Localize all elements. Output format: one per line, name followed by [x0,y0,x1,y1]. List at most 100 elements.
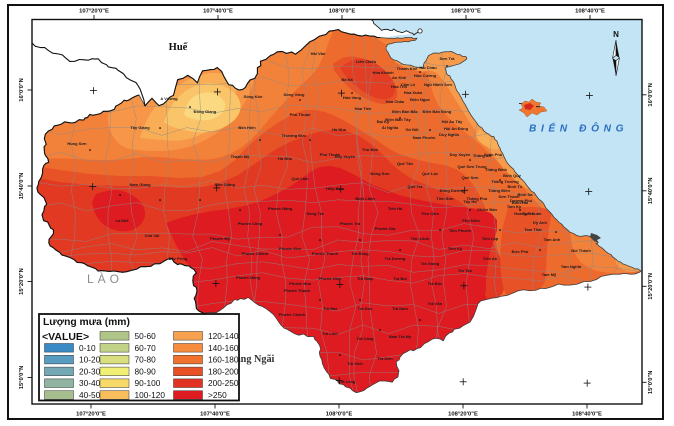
svg-text:Trà Nam: Trà Nam [392,306,408,311]
svg-text:Duy Xuyên: Duy Xuyên [450,152,471,157]
svg-text:Đức Phú: Đức Phú [512,249,529,254]
svg-text:Điện Ngọc: Điện Ngọc [410,97,431,102]
svg-text:Núi Thành: Núi Thành [571,248,591,253]
svg-text:Tam Kỳ: Tam Kỳ [507,204,522,209]
svg-text:Điện Bàn Bắc: Điện Bàn Bắc [392,109,419,114]
svg-text:Phước Gia: Phước Gia [375,226,396,231]
svg-text:Thăng An: Thăng An [473,153,492,158]
svg-text:108°40'0"E: 108°40'0"E [572,412,602,418]
svg-text:Hòa Tiến: Hòa Tiến [355,106,372,111]
svg-text:Phước Hòa: Phước Hòa [289,281,312,286]
svg-text:80-90: 80-90 [135,366,157,376]
svg-text:A Vương: A Vương [160,96,178,101]
svg-text:Tam Anh: Tam Anh [544,237,561,242]
svg-text:50-60: 50-60 [135,331,157,341]
svg-text:Đại Kỳ: Đại Kỳ [377,119,390,124]
svg-text:120-140: 120-140 [208,331,239,341]
svg-text:Trà Cang: Trà Cang [356,336,374,341]
svg-text:Hòa Thọ: Hòa Thọ [391,84,408,89]
svg-text:Thu Bồn: Thu Bồn [362,147,379,152]
svg-text:107°40'0"E: 107°40'0"E [203,9,233,15]
svg-text:Thăng Điền: Thăng Điền [488,188,510,193]
svg-text:Phước Năng: Phước Năng [236,275,261,280]
svg-text:200-250: 200-250 [208,378,239,388]
svg-text:Sông Trà: Sông Trà [306,211,324,216]
svg-text:Quế Lộc: Quế Lộc [422,171,439,176]
svg-text:108°40'0"E: 108°40'0"E [575,9,605,15]
svg-text:Hà Nha: Hà Nha [332,127,347,132]
svg-text:Phước Chánh: Phước Chánh [242,251,269,256]
svg-text:Hòa Vang: Hòa Vang [343,95,362,100]
svg-text:Bà Nà: Bà Nà [341,77,353,82]
svg-text:Nam Giang: Nam Giang [129,182,151,187]
svg-text:Trà Leng: Trà Leng [339,379,356,384]
svg-text:Hoàng Trà: Hoàng Trà [514,211,534,216]
svg-text:Bình Quý: Bình Quý [503,173,522,178]
svg-text:100-120: 100-120 [135,390,166,400]
svg-text:Kỳ Anh: Kỳ Anh [533,220,547,225]
svg-text:Sông Vàng: Sông Vàng [284,92,305,97]
svg-text:Chiên Đàn: Chiên Đàn [477,207,497,212]
svg-text:Chà Vàl: Chà Vàl [145,233,160,238]
svg-text:10-20: 10-20 [79,355,101,365]
svg-text:15°0'0"N: 15°0'0"N [19,366,25,390]
svg-text:Nông Sơn: Nông Sơn [370,171,390,176]
svg-text:30-40: 30-40 [79,378,101,388]
svg-text:Phước Công: Phước Công [238,221,263,226]
svg-text:Sông Kôn: Sông Kôn [244,94,263,99]
svg-text:Trà Giáp: Trà Giáp [357,276,374,281]
svg-text:Hùng Sơn: Hùng Sơn [67,141,87,146]
svg-text:107°20'0"E: 107°20'0"E [76,412,106,418]
svg-text:Trà Tân: Trà Tân [458,268,473,273]
svg-text:Phước Trà: Phước Trà [340,221,361,226]
svg-text:Trà Dương: Trà Dương [385,256,406,261]
svg-text:La Dêê: La Dêê [115,218,129,223]
svg-text:20-30: 20-30 [79,366,101,376]
svg-text:180-200: 180-200 [208,366,239,376]
svg-text:Quế Sơn: Quế Sơn [462,175,479,180]
svg-text:Quế Lâm: Quế Lâm [291,176,309,181]
svg-text:Hải Châu: Hải Châu [419,65,437,70]
svg-text:Hiệp Đức: Hiệp Đức [326,186,345,191]
svg-text:15°40'0"N: 15°40'0"N [19,173,25,200]
svg-text:Đông Dương: Đông Dương [440,188,465,193]
svg-text:90-100: 90-100 [135,378,161,388]
svg-text:15°40'0"N: 15°40'0"N [648,177,654,204]
svg-text:108°20'0"E: 108°20'0"E [451,9,481,15]
svg-text:Nam Phước: Nam Phước [413,135,437,140]
svg-text:Điện Bàn Tây: Điện Bàn Tây [385,117,411,122]
svg-text:N: N [613,30,619,39]
svg-text:Phú Thuận: Phú Thuận [320,152,341,157]
svg-text:Phước Hiệp: Phước Hiệp [319,276,342,281]
svg-text:Tam Xuân: Tam Xuân [523,211,542,216]
svg-text:Trà Mai: Trà Mai [323,306,337,311]
svg-text:60-70: 60-70 [135,343,157,353]
svg-text:70-80: 70-80 [135,355,157,365]
svg-text:Tiên Kỳ: Tiên Kỳ [448,246,463,251]
svg-text:Ái Nghĩa: Ái Nghĩa [382,125,399,130]
svg-text:Tam Thái: Tam Thái [524,227,541,232]
svg-text:Tiên Cẩm: Tiên Cẩm [421,211,439,216]
svg-text:Thạnh Mỹ: Thạnh Mỹ [231,154,250,159]
svg-text:Trà Linh: Trà Linh [322,331,338,336]
svg-text:Tiên Phước: Tiên Phước [449,228,472,233]
svg-text:Phước Kim: Phước Kim [279,246,301,251]
svg-text:Bình Tú: Bình Tú [508,184,523,189]
svg-text:Tiên Sơn: Tiên Sơn [436,196,454,201]
svg-text:Hòa Cường: Hòa Cường [414,73,437,78]
svg-text:Phước Chánh: Phước Chánh [279,312,306,317]
svg-text:Dương Phú: Dương Phú [510,198,533,203]
svg-text:Sơn Thành: Sơn Thành [498,194,520,199]
svg-text:Lượng mưa (mm): Lượng mưa (mm) [43,317,130,328]
svg-text:Huế: Huế [169,42,189,53]
svg-text:Trà Đốc: Trà Đốc [428,281,443,286]
svg-text:Hòa Châu: Hòa Châu [386,99,405,104]
svg-text:Bến Hiên: Bến Hiên [238,125,256,130]
svg-text:140-160: 140-160 [208,343,239,353]
svg-text:Phú Ninh: Phú Ninh [462,218,480,223]
svg-text:108°20'0"E: 108°20'0"E [448,412,478,418]
svg-text:15°0'0"N: 15°0'0"N [648,371,654,395]
svg-text:Tiên Lập: Tiên Lập [482,236,499,241]
svg-text:Quế Sơn Trung: Quế Sơn Trung [457,164,487,169]
svg-text:40-50: 40-50 [79,390,101,400]
